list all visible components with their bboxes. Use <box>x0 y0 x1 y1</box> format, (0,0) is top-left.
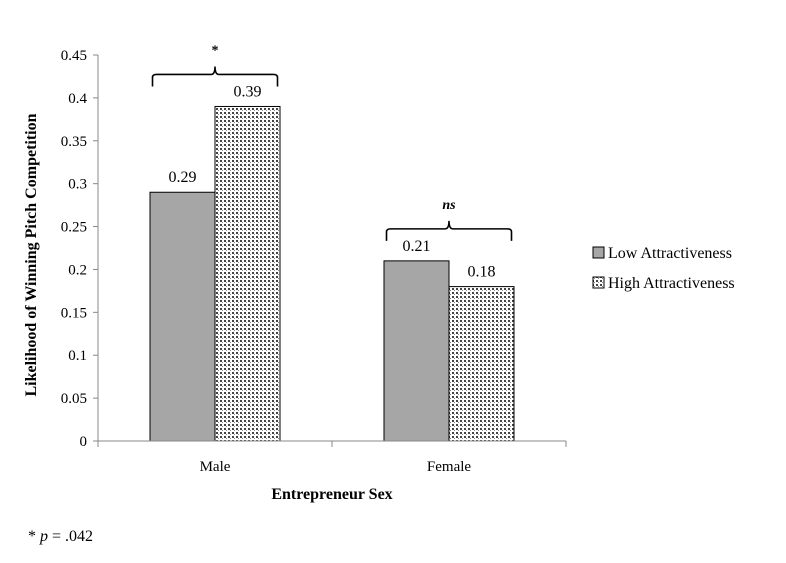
x-axis-title: Entrepreneur Sex <box>271 486 392 503</box>
y-tick-label: 0.25 <box>61 220 87 236</box>
y-tick-label: 0.1 <box>68 348 87 364</box>
x-tick-label: Male <box>200 459 231 475</box>
footnote-value: = .042 <box>48 528 94 545</box>
y-tick-label: 0.45 <box>61 48 87 64</box>
significance-brace <box>385 220 513 241</box>
bar-male-low <box>149 191 216 442</box>
y-tick-label: 0 <box>80 434 88 450</box>
y-axis-title: Likelihood of Winning Pitch Competition <box>23 113 40 396</box>
bar-male-high <box>214 105 281 442</box>
y-tick-label: 0.15 <box>61 305 87 321</box>
footnote: * p = .042 <box>28 528 93 546</box>
data-label: 0.29 <box>169 169 197 186</box>
y-tick-label: 0.4 <box>68 91 87 107</box>
y-tick-label: 0.3 <box>68 177 87 193</box>
significance-label: ns <box>442 198 456 213</box>
footnote-star: * <box>28 528 40 545</box>
data-label: 0.39 <box>234 83 262 100</box>
data-label: 0.18 <box>468 264 496 281</box>
data-label: 0.21 <box>403 238 431 255</box>
legend: Low Attractiveness High Attractiveness <box>592 245 735 292</box>
bars <box>149 105 515 442</box>
legend-swatch <box>592 276 605 289</box>
footnote-p: p <box>40 528 48 545</box>
legend-label: Low Attractiveness <box>608 245 732 262</box>
x-axis-ticks: Male Female <box>97 441 567 475</box>
legend-swatch <box>592 246 605 259</box>
significance-label: * <box>212 43 219 58</box>
bar-female-high <box>448 286 515 442</box>
x-tick-label: Female <box>427 459 471 475</box>
y-tick-label: 0.2 <box>68 262 87 278</box>
bar-female-low <box>383 260 450 442</box>
significance-brace <box>151 66 279 87</box>
significance-braces: * ns <box>151 43 513 241</box>
y-axis-ticks: 0 0.05 0.1 0.15 0.2 0.25 0.3 0.35 0.4 0.45 <box>61 48 98 450</box>
y-tick-label: 0.35 <box>61 134 87 150</box>
y-tick-label: 0.05 <box>61 391 87 407</box>
legend-label: High Attractiveness <box>608 275 735 292</box>
data-labels: 0.29 0.39 0.21 0.18 <box>169 83 496 280</box>
